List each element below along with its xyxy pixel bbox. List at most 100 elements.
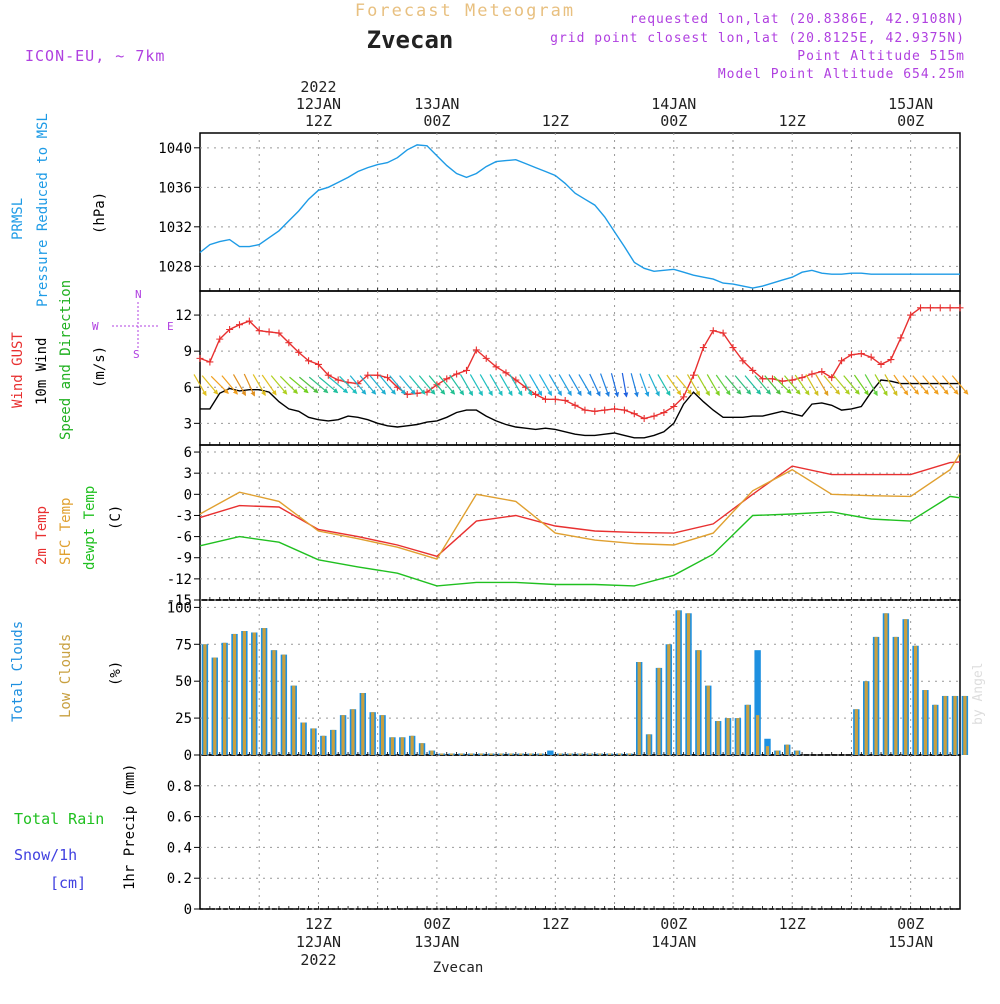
wind-dir-arrow <box>438 375 456 395</box>
wind-dir-arrow <box>529 374 543 397</box>
wind-dir-arrow <box>893 374 909 396</box>
pressure-panel <box>199 132 961 292</box>
gust-marker <box>482 354 490 362</box>
precip-label-snow: Snow/1h <box>14 846 77 864</box>
ytick-label-p3: 25 <box>175 711 192 727</box>
precip-unit: 1hr Precip (mm) <box>122 764 138 890</box>
gust-marker <box>936 304 944 312</box>
wind-dir-arrow <box>359 375 377 395</box>
gust-marker <box>374 371 382 379</box>
gust-marker <box>808 370 816 378</box>
wind-dir-arrow <box>328 376 349 394</box>
gust-marker <box>907 311 915 319</box>
gust-marker <box>611 405 619 413</box>
low-cloud-bar <box>321 735 325 755</box>
wind-dir-arrow <box>449 374 465 396</box>
bottom-time-label: 00Z <box>423 915 450 933</box>
wind-dir-arrow <box>621 372 629 398</box>
low-cloud-bar <box>519 753 523 755</box>
gust-marker <box>305 357 313 365</box>
wind-dir-arrow <box>932 375 949 395</box>
top-time-label: 12Z <box>542 112 569 130</box>
wind-dir-arrow <box>630 373 639 398</box>
gust-marker <box>917 304 925 312</box>
top-time-label: 14JAN <box>651 95 696 113</box>
gust-marker <box>364 371 372 379</box>
gust-marker <box>196 354 204 362</box>
low-cloud-bar <box>272 650 276 755</box>
chart-marks: 1028 1032 1036 1040 3 6 9 12 -15 -12 -9 -6 -3 0 3 6 0 25 5… <box>158 78 969 969</box>
wind-dir-arrow <box>696 374 710 397</box>
wind-dir-arrow <box>499 374 513 397</box>
bottom-time-label: 15JAN <box>888 933 933 951</box>
wind-label-dir: Speed and Direction <box>58 280 74 440</box>
cloud-label-total: Total Clouds <box>10 621 26 722</box>
gust-marker <box>630 410 638 418</box>
wind-dir-arrow <box>399 375 416 395</box>
wind-dir-arrow <box>610 373 620 398</box>
precip-panel <box>199 754 961 910</box>
wind-dir-arrow <box>289 376 309 394</box>
wind-dir-arrow <box>509 374 523 397</box>
gust-marker <box>946 304 954 312</box>
wind-dir-arrow <box>418 375 436 395</box>
bottom-time-label: 12Z <box>542 915 569 933</box>
low-cloud-bar <box>489 753 493 755</box>
point-altitude: Point Altitude 515m <box>797 49 965 64</box>
temp-panel <box>199 444 961 601</box>
wind-dir-arrow <box>538 374 552 397</box>
low-cloud-bar <box>430 750 434 755</box>
wind-dir-arrow <box>843 375 860 395</box>
wind-dir-arrow <box>489 374 503 397</box>
ytick-label-p2: -15 <box>167 593 192 609</box>
wind-label-speed: 10m Wind <box>34 338 50 405</box>
temp-label-dew: dewpt Temp <box>82 486 98 570</box>
wind-dir-arrow <box>252 374 266 397</box>
gust-marker <box>857 350 865 358</box>
low-cloud-bar <box>568 753 572 755</box>
wind-dir-arrow <box>339 375 358 395</box>
low-cloud-bar <box>933 704 937 755</box>
wind-dir-arrow <box>369 375 387 395</box>
low-cloud-bar <box>292 685 296 755</box>
low-cloud-bar <box>440 753 444 755</box>
gust-marker <box>926 304 934 312</box>
low-cloud-bar <box>351 709 355 755</box>
low-cloud-bar <box>390 737 395 755</box>
gust-marker <box>591 407 599 415</box>
low-cloud-bar <box>677 610 681 755</box>
wind-dir-arrow <box>389 375 406 395</box>
top-time-label: 15JAN <box>888 95 933 113</box>
gust-marker <box>719 329 727 337</box>
low-cloud-bar <box>341 715 345 755</box>
low-cloud-bar <box>686 613 691 755</box>
ytick-label-p0: 1032 <box>158 220 192 236</box>
top-time-label: 00Z <box>897 112 924 130</box>
wind-dir-arrow <box>479 374 493 397</box>
gust-marker <box>828 374 836 382</box>
wind-dir-arrow <box>784 375 801 395</box>
low-cloud-bar <box>361 693 365 755</box>
ytick-label-p2: -6 <box>175 530 192 546</box>
precip-label-unit: [cm] <box>50 874 86 892</box>
low-cloud-bar <box>538 753 543 755</box>
wind-dir-arrow <box>279 375 299 395</box>
wind-dir-arrow <box>261 374 277 396</box>
low-cloud-bar <box>479 753 483 755</box>
gust-marker <box>877 360 885 368</box>
low-cloud-bar <box>647 734 651 755</box>
low-cloud-bar <box>420 743 424 755</box>
low-cloud-bar <box>736 718 740 755</box>
low-cloud-bar <box>598 753 602 755</box>
low-cloud-bar <box>904 619 908 755</box>
wind-dir-arrow <box>884 374 898 397</box>
location-title: Zvecan <box>367 26 454 54</box>
wind-dir-arrow <box>912 375 929 395</box>
bottom-time-label: 13JAN <box>414 933 459 951</box>
credit-watermark: by Angel <box>971 662 986 725</box>
wind-dir-arrow <box>558 374 572 397</box>
low-cloud-bar <box>509 753 513 755</box>
low-cloud-bar <box>953 695 957 755</box>
pressure-label-2: Pressure Reduced to MSL <box>35 113 51 307</box>
ytick-label-p0: 1028 <box>158 259 192 275</box>
